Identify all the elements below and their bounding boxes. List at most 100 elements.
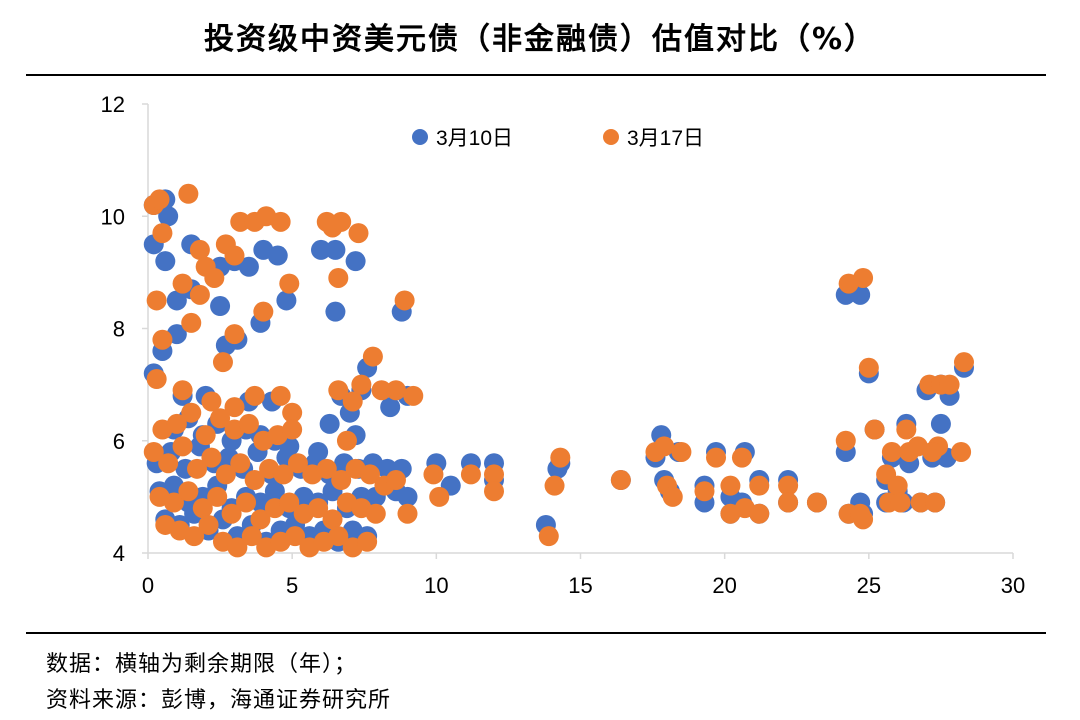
scatter-point	[887, 475, 908, 496]
scatter-point	[864, 419, 885, 440]
scatter-point	[322, 509, 343, 530]
scatter-point	[403, 385, 424, 406]
scatter-point	[146, 369, 167, 390]
scatter-point	[706, 447, 727, 468]
scatter-point	[328, 380, 349, 401]
scatter-point	[749, 503, 770, 524]
scatter-point	[276, 290, 297, 311]
scatter-point	[282, 419, 303, 440]
scatter-point	[195, 425, 216, 446]
scatter-point	[210, 408, 231, 429]
scatter-point	[778, 475, 799, 496]
scatter-point	[230, 453, 251, 474]
series-3-17	[143, 183, 974, 558]
scatter-point	[319, 413, 340, 434]
y-tick-label: 8	[113, 317, 125, 342]
scatter-point	[331, 470, 352, 491]
scatter-point	[720, 475, 741, 496]
scatter-point	[207, 486, 228, 507]
scatter-point	[858, 357, 879, 378]
scatter-point	[198, 514, 219, 535]
scatter-point	[264, 481, 285, 502]
scatter-point	[158, 206, 179, 227]
scatter-point	[397, 503, 418, 524]
scatter-point	[270, 211, 291, 232]
scatter-point	[778, 492, 799, 513]
scatter-point	[189, 239, 210, 260]
scatter-point	[749, 475, 770, 496]
scatter-point	[244, 470, 265, 491]
scatter-point	[316, 458, 337, 479]
scatter-point	[184, 526, 205, 547]
scatter-point	[215, 464, 236, 485]
scatter-point	[238, 256, 259, 277]
scatter-point	[610, 470, 631, 491]
scatter-point	[230, 211, 251, 232]
scatter-point	[273, 464, 294, 485]
legend-label-3-10: 3月10日	[436, 127, 513, 150]
scatter-point	[342, 391, 363, 412]
footnote-data: 数据：横轴为剩余期限（年）；	[46, 652, 358, 677]
scatter-point	[922, 441, 943, 462]
scatter-point	[227, 537, 248, 558]
scatter-point	[380, 397, 401, 418]
scatter-point	[484, 464, 504, 485]
scatter-point	[365, 503, 386, 524]
scatter-point	[925, 492, 946, 513]
scatter-point	[210, 296, 231, 317]
scatter-point	[881, 441, 902, 462]
scatter-point	[460, 464, 481, 485]
scatter-point	[835, 430, 856, 451]
scatter-point	[423, 464, 444, 485]
scatter-point	[152, 329, 173, 350]
scatter-point	[253, 301, 274, 322]
scatter-point	[484, 481, 504, 502]
scatter-point	[143, 441, 164, 462]
footer-rule	[26, 632, 1046, 634]
scatter-point	[662, 486, 683, 507]
scatter-point	[311, 239, 331, 260]
scatter-point	[308, 498, 329, 519]
series-3-10	[143, 189, 974, 552]
scatter-point	[325, 301, 346, 322]
scatter-point	[287, 453, 308, 474]
scatter-point	[351, 374, 372, 395]
scatter-point	[385, 470, 406, 491]
scatter-point	[166, 290, 187, 311]
scatter-point	[172, 436, 193, 457]
chart-title: 投资级中资美元债（非金融债）估值对比（%）	[203, 22, 877, 57]
scatter-point	[158, 453, 179, 474]
scatter-point	[671, 441, 692, 462]
scatter-point	[322, 217, 343, 238]
legend-marker-3-17	[603, 129, 619, 145]
scatter-point	[939, 374, 960, 395]
x-tick-label: 20	[712, 573, 736, 598]
x-tick-label: 10	[424, 573, 448, 598]
x-tick-label: 5	[286, 573, 298, 598]
scatter-point	[896, 419, 917, 440]
scatter-point	[238, 413, 259, 434]
x-tick-label: 15	[568, 573, 592, 598]
scatter-point	[146, 290, 167, 311]
x-tick-label: 30	[1001, 573, 1025, 598]
scatter-point	[212, 352, 233, 373]
scatter-point	[951, 441, 972, 462]
scatter-point	[270, 385, 291, 406]
scatter-point	[694, 481, 715, 502]
scatter-point	[348, 223, 369, 244]
scatter-point	[336, 430, 357, 451]
x-tick-label: 25	[857, 573, 881, 598]
scatter-point	[328, 526, 349, 547]
scatter-point	[224, 245, 245, 266]
scatter-point	[930, 413, 951, 434]
x-tick-label: 0	[142, 573, 154, 598]
scatter-point	[178, 481, 199, 502]
scatter-point	[279, 492, 300, 513]
scatter-point	[166, 413, 187, 434]
scatter-point	[394, 290, 415, 311]
axes: 0 5 10 15 20 25 30 4 6 8 10 12	[101, 92, 1026, 598]
scatter-point	[152, 223, 173, 244]
scatter-point	[345, 251, 366, 272]
scatter-point	[172, 273, 193, 294]
scatter-point	[236, 492, 257, 513]
